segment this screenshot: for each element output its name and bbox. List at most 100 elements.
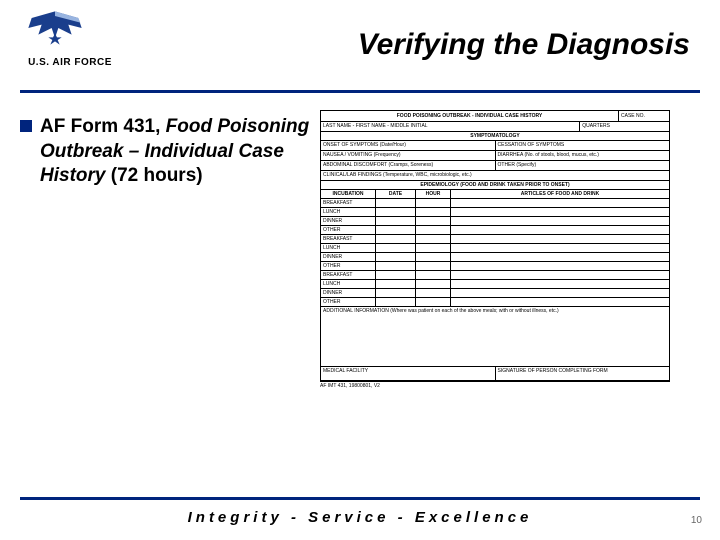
bullet-suffix: (72 hours) [105, 165, 202, 186]
bullet-column: AF Form 431, Food Poisoning Outbreak – I… [20, 110, 310, 480]
meal-date [376, 280, 416, 288]
form-title: FOOD POISONING OUTBREAK - INDIVIDUAL CAS… [321, 111, 619, 121]
meal-label: DINNER [321, 253, 376, 261]
col-incubation: INCUBATION [321, 190, 376, 198]
epidemiology-table: INCUBATION DATE HOUR ARTICLES OF FOOD AN… [321, 190, 669, 307]
clinical-label: CLINICAL/LAB FINDINGS (Temperature, WBC,… [321, 171, 669, 180]
af-logo: U.S. AIR FORCE [20, 8, 120, 68]
meal-hour [416, 289, 451, 297]
wings-icon [20, 8, 90, 48]
meal-articles [451, 253, 669, 261]
symptomatology-header: SYMPTOMATOLOGY [321, 132, 669, 141]
meal-label: OTHER [321, 262, 376, 270]
meal-date [376, 217, 416, 225]
page-title: Verifying the Diagnosis [358, 28, 690, 62]
meal-articles [451, 208, 669, 216]
meal-hour [416, 199, 451, 207]
bottom-rule [20, 497, 700, 500]
name-label: LAST NAME - FIRST NAME - MIDDLE INITIAL [321, 122, 580, 131]
meal-articles [451, 217, 669, 225]
meal-articles [451, 235, 669, 243]
col-hour: HOUR [416, 190, 451, 198]
meal-hour [416, 280, 451, 288]
meal-date [376, 208, 416, 216]
bullet-prefix: AF Form 431, [40, 116, 166, 137]
table-row: DINNER [321, 217, 669, 226]
meal-hour [416, 262, 451, 270]
cessation-label: CESSATION OF SYMPTOMS [496, 141, 670, 150]
meal-articles [451, 244, 669, 252]
meal-articles [451, 298, 669, 306]
meal-label: LUNCH [321, 244, 376, 252]
table-row: DINNER [321, 289, 669, 298]
col-articles: ARTICLES OF FOOD AND DRINK [451, 190, 669, 198]
form-footer-left: AF IMT 431, 19800801, V2 [320, 383, 380, 389]
table-row: LUNCH [321, 280, 669, 289]
meal-label: OTHER [321, 226, 376, 234]
col-date: DATE [376, 190, 416, 198]
meal-hour [416, 298, 451, 306]
table-row: BREAKFAST [321, 235, 669, 244]
bullet-square-icon [20, 120, 32, 132]
additional-label: ADDITIONAL INFORMATION (Where was patien… [321, 307, 669, 366]
table-row: LUNCH [321, 244, 669, 253]
meal-hour [416, 235, 451, 243]
meal-label: LUNCH [321, 280, 376, 288]
meal-date [376, 235, 416, 243]
meal-hour [416, 271, 451, 279]
meal-label: DINNER [321, 289, 376, 297]
meal-date [376, 199, 416, 207]
page-number: 10 [691, 515, 702, 526]
meal-date [376, 289, 416, 297]
table-row: OTHER [321, 226, 669, 235]
meal-label: OTHER [321, 298, 376, 306]
meal-articles [451, 262, 669, 270]
meal-articles [451, 199, 669, 207]
meal-articles [451, 289, 669, 297]
table-row: OTHER [321, 262, 669, 271]
meal-date [376, 253, 416, 261]
meal-articles [451, 226, 669, 234]
quarters-label: QUARTERS [580, 122, 669, 131]
meal-articles [451, 271, 669, 279]
bullet-text: AF Form 431, Food Poisoning Outbreak – I… [40, 115, 310, 189]
abdominal-label: ABDOMINAL DISCOMFORT (Cramps, Soreness) [321, 161, 496, 170]
meal-hour [416, 253, 451, 261]
epidemiology-header: EPIDEMIOLOGY (FOOD AND DRINK TAKEN PRIOR… [321, 181, 669, 190]
af-form-431: FOOD POISONING OUTBREAK - INDIVIDUAL CAS… [320, 110, 670, 382]
meal-hour [416, 217, 451, 225]
meal-date [376, 271, 416, 279]
meal-label: BREAKFAST [321, 271, 376, 279]
meal-hour [416, 244, 451, 252]
top-rule [20, 90, 700, 93]
meal-date [376, 226, 416, 234]
branch-label: U.S. AIR FORCE [20, 57, 120, 68]
table-row: LUNCH [321, 208, 669, 217]
meal-label: DINNER [321, 217, 376, 225]
nausea-label: NAUSEA / VOMITING (Frequency) [321, 151, 496, 160]
other-label: OTHER (Specify) [496, 161, 670, 170]
table-row: BREAKFAST [321, 199, 669, 208]
meal-date [376, 244, 416, 252]
meal-articles [451, 280, 669, 288]
signature-label: SIGNATURE OF PERSON COMPLETING FORM [496, 367, 670, 380]
content-area: AF Form 431, Food Poisoning Outbreak – I… [20, 110, 700, 480]
table-row: OTHER [321, 298, 669, 307]
table-row: DINNER [321, 253, 669, 262]
table-row: BREAKFAST [321, 271, 669, 280]
meal-label: LUNCH [321, 208, 376, 216]
meal-date [376, 298, 416, 306]
meal-hour [416, 208, 451, 216]
bullet-item: AF Form 431, Food Poisoning Outbreak – I… [20, 115, 310, 189]
onset-label: ONSET OF SYMPTOMS (Date/Hour) [321, 141, 496, 150]
meal-date [376, 262, 416, 270]
meal-label: BREAKFAST [321, 199, 376, 207]
facility-label: MEDICAL FACILITY [321, 367, 496, 380]
form-footer: AF IMT 431, 19800801, V2 [320, 382, 700, 390]
motto: Integrity - Service - Excellence [0, 509, 720, 526]
meal-label: BREAKFAST [321, 235, 376, 243]
form-column: FOOD POISONING OUTBREAK - INDIVIDUAL CAS… [310, 110, 700, 480]
diarrhea-label: DIARRHEA (No. of stools, blood, mucus, e… [496, 151, 670, 160]
meal-hour [416, 226, 451, 234]
case-no-label: CASE NO. [619, 111, 669, 121]
